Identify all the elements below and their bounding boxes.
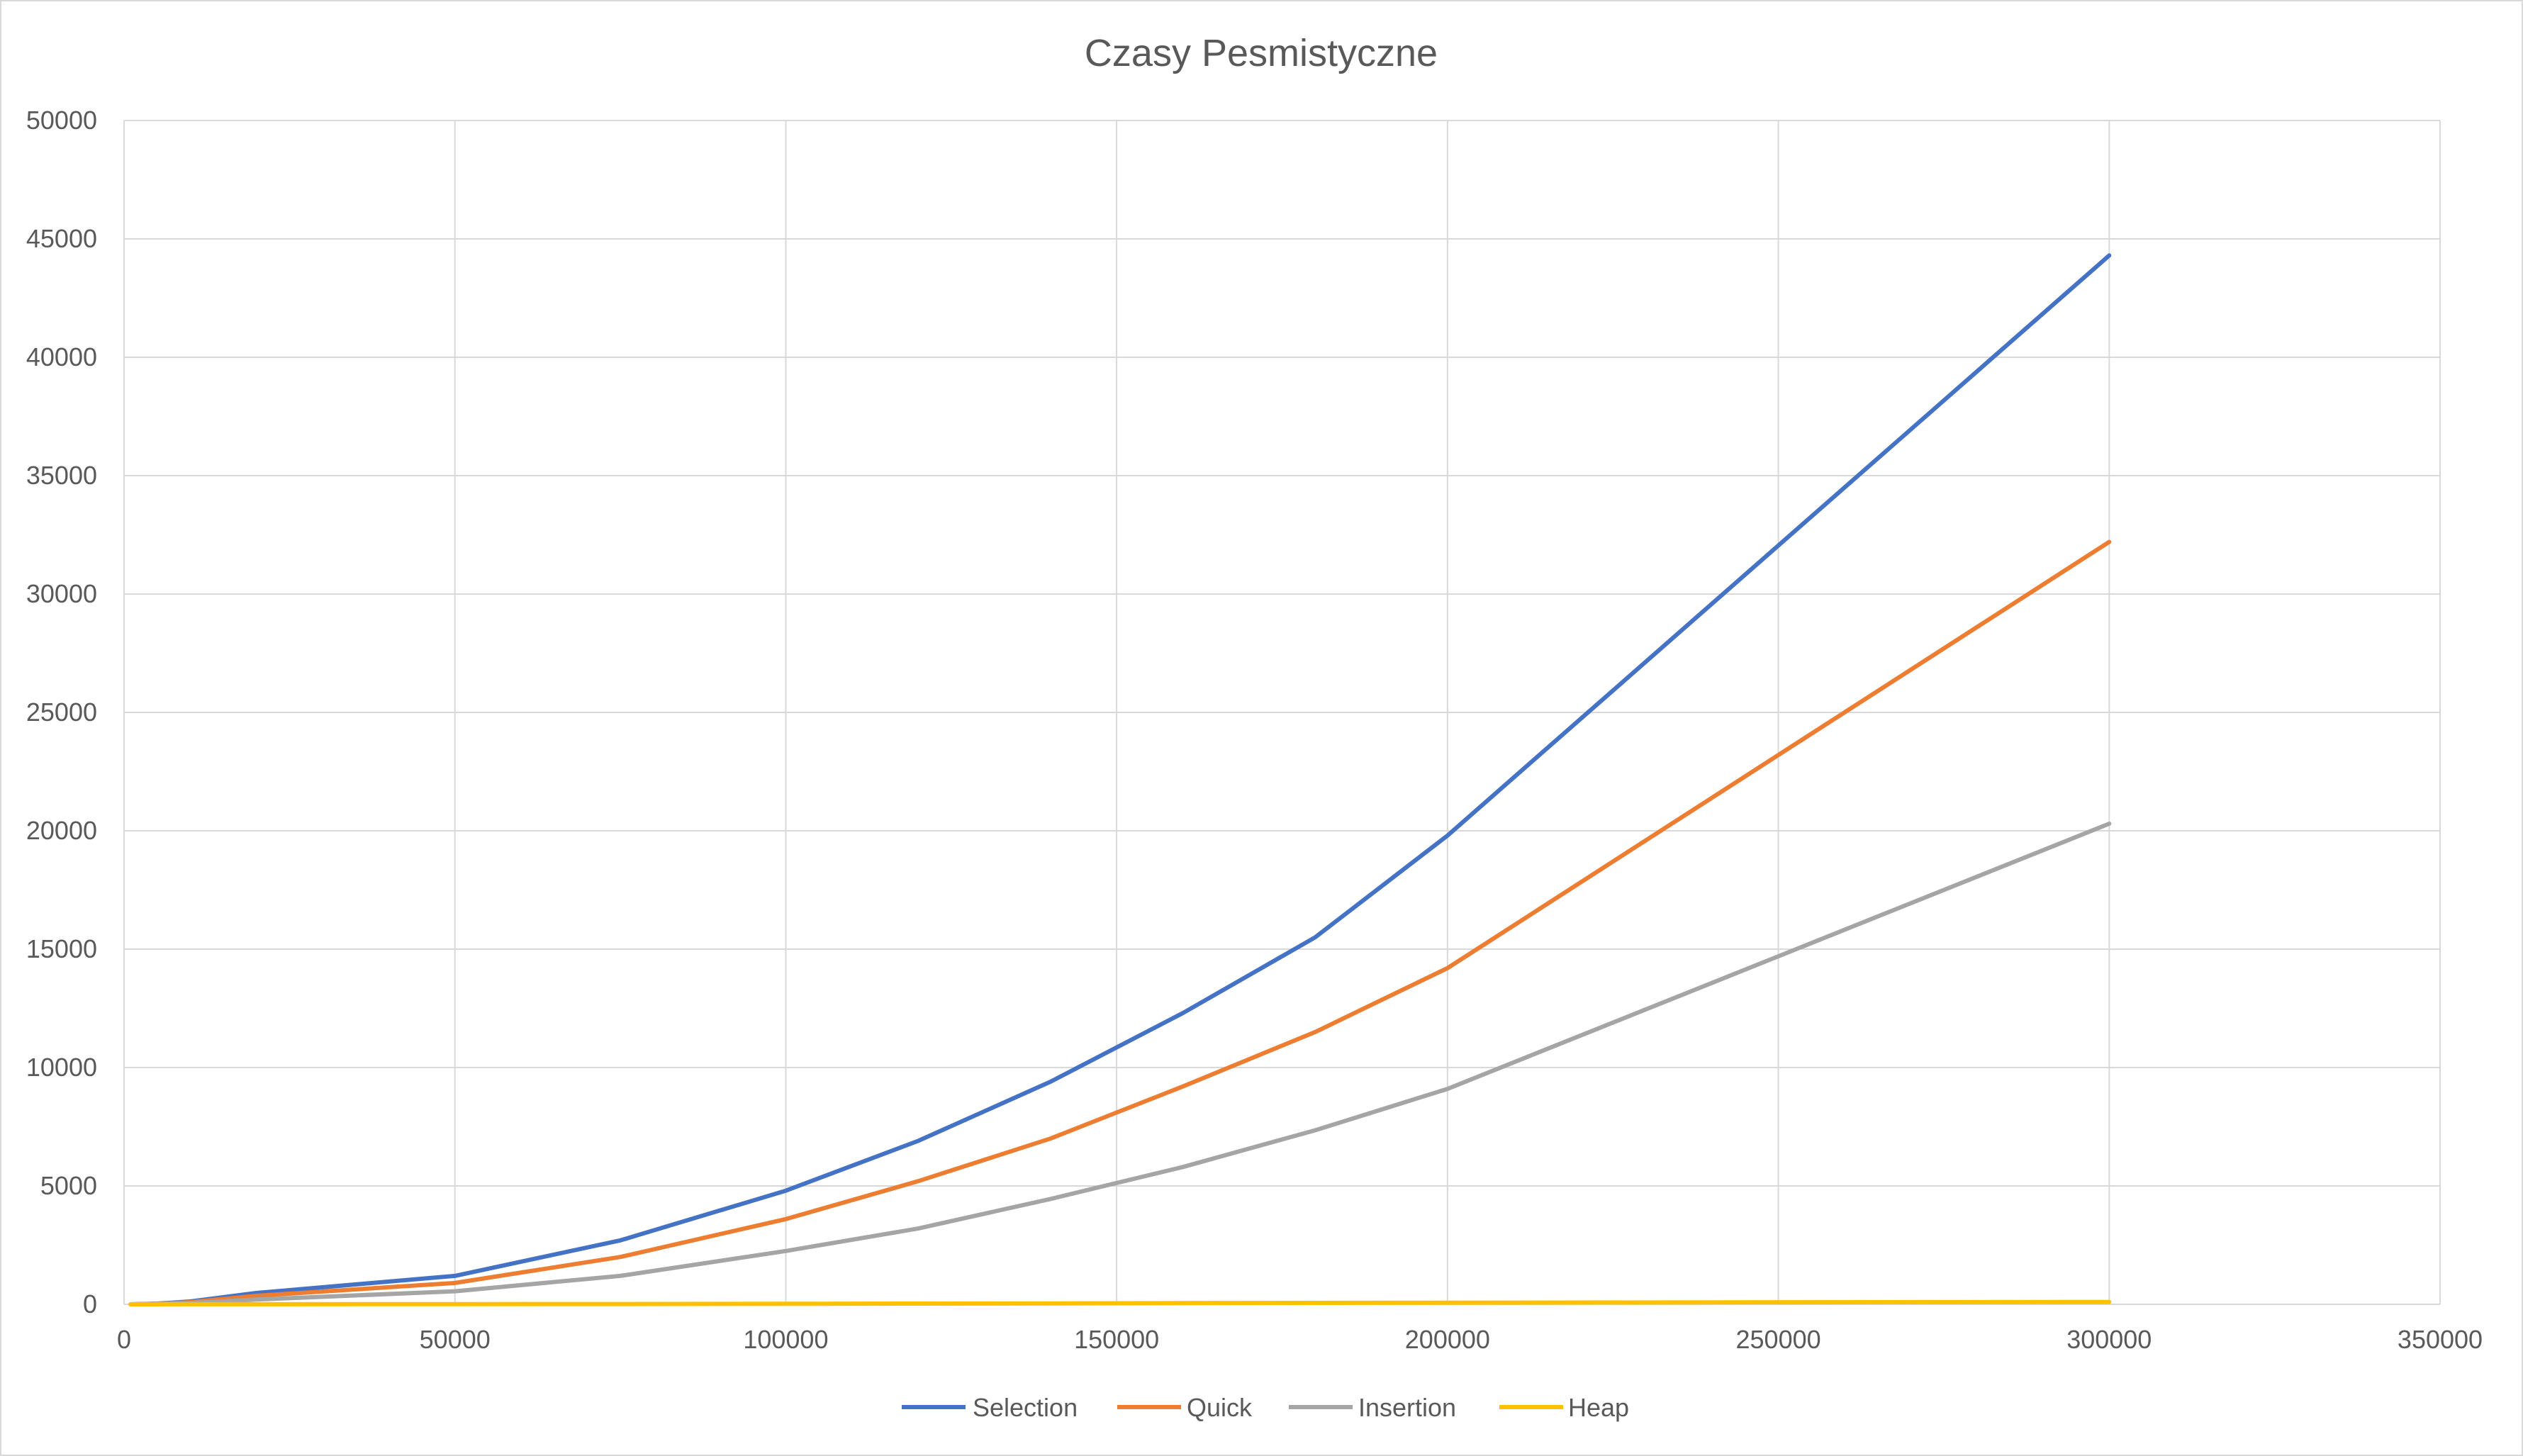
x-tick-label: 250000 [1736, 1325, 1821, 1354]
y-tick-label: 45000 [26, 224, 97, 253]
x-tick-label: 300000 [2066, 1325, 2152, 1354]
y-tick-label: 5000 [40, 1171, 97, 1200]
chart-title: Czasy Pesmistyczne [1085, 32, 1438, 74]
legend: Selection Quick Insertion Heap [902, 1393, 1629, 1422]
series-line-heap [128, 1299, 2112, 1306]
x-tick-label: 0 [117, 1325, 131, 1354]
x-tick-label: 100000 [743, 1325, 828, 1354]
y-tick-label: 20000 [26, 816, 97, 845]
y-tick-label: 30000 [26, 579, 97, 608]
series-lines [128, 253, 2112, 1306]
legend-label-selection: Selection [973, 1393, 1078, 1422]
x-tick-label: 200000 [1405, 1325, 1490, 1354]
y-tick-label: 25000 [26, 698, 97, 727]
axes: 0 5000 10000 15000 20000 25000 30000 35000 40000… [26, 106, 2483, 1354]
y-tick-label: 35000 [26, 461, 97, 490]
legend-label-heap: Heap [1568, 1393, 1629, 1422]
legend-label-quick: Quick [1187, 1393, 1253, 1422]
x-tick-label: 150000 [1074, 1325, 1159, 1354]
y-tick-label: 50000 [26, 106, 97, 135]
y-tick-label: 10000 [26, 1053, 97, 1082]
y-tick-label: 0 [83, 1289, 97, 1318]
x-tick-label: 350000 [2398, 1325, 2483, 1354]
y-tick-label: 40000 [26, 342, 97, 371]
gridlines [123, 120, 2441, 1305]
y-tick-label: 15000 [26, 934, 97, 963]
legend-label-insertion: Insertion [1358, 1393, 1456, 1422]
x-tick-label: 50000 [420, 1325, 491, 1354]
